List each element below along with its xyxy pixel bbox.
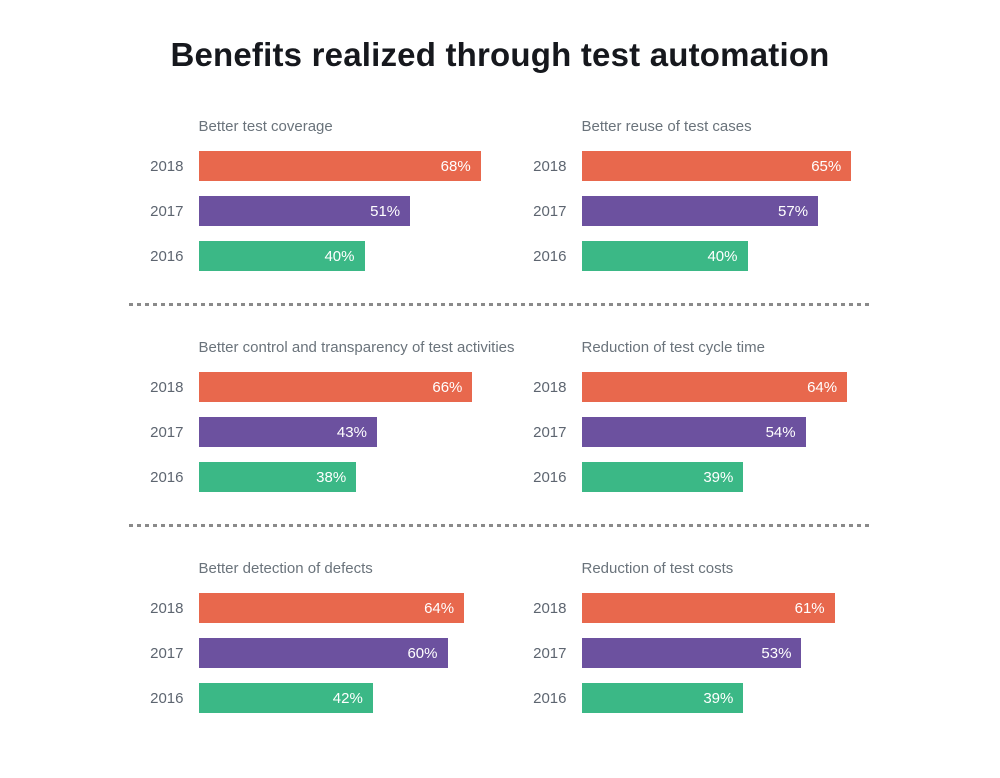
year-label: 2016	[150, 689, 184, 707]
dashed-divider	[128, 524, 872, 527]
bar-2017: 53%	[581, 638, 802, 668]
chart-grid-row-2: Better control and transparency of test …	[129, 339, 872, 507]
bar-2017: 51%	[198, 196, 411, 226]
bar-2018: 66%	[198, 372, 473, 402]
bar-value-label: 60%	[407, 644, 438, 662]
bar-value-label: 39%	[703, 468, 734, 486]
bar-value-label: 68%	[440, 157, 471, 175]
bar-row: 2017 54%	[512, 417, 872, 447]
mini-chart-better-reuse-of-test-cases: Better reuse of test cases 2018 65% 2017…	[512, 118, 872, 286]
bar-value-label: 53%	[761, 644, 792, 662]
bar-row: 2016 40%	[512, 241, 872, 271]
bar-row: 2016 39%	[512, 683, 872, 713]
year-label: 2018	[150, 157, 184, 175]
bar-row: 2018 64%	[512, 372, 872, 402]
chart-title: Better test coverage	[198, 118, 333, 135]
bar-value-label: 64%	[807, 378, 838, 396]
bar-row: 2018 64%	[129, 593, 489, 623]
year-label: 2016	[150, 247, 184, 265]
bar-value-label: 39%	[703, 689, 734, 707]
year-label: 2018	[533, 599, 567, 617]
year-label: 2017	[533, 644, 567, 662]
chart-title: Better detection of defects	[198, 560, 373, 577]
chart-title: Better control and transparency of test …	[198, 339, 515, 356]
bar-value-label: 43%	[336, 423, 367, 441]
bar-value-label: 51%	[370, 202, 401, 220]
year-label: 2016	[533, 689, 567, 707]
bar-row: 2017 57%	[512, 196, 872, 226]
year-label: 2018	[533, 157, 567, 175]
bar-row: 2017 60%	[129, 638, 489, 668]
year-label: 2017	[150, 202, 184, 220]
bar-row: 2017 53%	[512, 638, 872, 668]
dashed-divider	[128, 303, 872, 306]
bar-value-label: 40%	[707, 247, 738, 265]
bar-value-label: 64%	[424, 599, 455, 617]
bar-2017: 60%	[198, 638, 448, 668]
bar-row: 2016 39%	[512, 462, 872, 492]
chart-grid-row-1: Better test coverage 2018 68% 2017 51% 2…	[129, 118, 872, 286]
bar-value-label: 61%	[794, 599, 825, 617]
year-label: 2018	[150, 599, 184, 617]
bar-row: 2017 51%	[129, 196, 489, 226]
bar-2016: 39%	[581, 462, 744, 492]
charts-grid: Better test coverage 2018 68% 2017 51% 2…	[128, 118, 872, 728]
chart-grid-row-3: Better detection of defects 2018 64% 201…	[129, 560, 872, 728]
bar-2016: 40%	[198, 241, 365, 271]
bar-value-label: 57%	[778, 202, 809, 220]
bar-value-label: 42%	[332, 689, 363, 707]
bar-row: 2018 68%	[129, 151, 489, 181]
bar-row: 2016 38%	[129, 462, 489, 492]
bar-value-label: 65%	[811, 157, 842, 175]
bar-row: 2018 66%	[129, 372, 489, 402]
chart-title: Reduction of test costs	[581, 560, 734, 577]
bar-2018: 61%	[581, 593, 835, 623]
chart-title: Better reuse of test cases	[581, 118, 752, 135]
bar-row: 2018 65%	[512, 151, 872, 181]
bar-2016: 42%	[198, 683, 373, 713]
year-label: 2018	[533, 378, 567, 396]
bar-value-label: 40%	[324, 247, 355, 265]
bar-2016: 40%	[581, 241, 748, 271]
year-label: 2016	[533, 468, 567, 486]
year-label: 2018	[150, 378, 184, 396]
year-label: 2016	[533, 247, 567, 265]
chart-title: Reduction of test cycle time	[581, 339, 765, 356]
bar-value-label: 54%	[765, 423, 796, 441]
bar-2018: 64%	[581, 372, 848, 402]
mini-chart-better-control-and-transparency: Better control and transparency of test …	[129, 339, 515, 507]
bar-row: 2016 40%	[129, 241, 489, 271]
bar-value-label: 66%	[432, 378, 463, 396]
bar-2016: 38%	[198, 462, 357, 492]
bar-value-label: 38%	[316, 468, 347, 486]
mini-chart-better-detection-of-defects: Better detection of defects 2018 64% 201…	[129, 560, 489, 728]
mini-chart-reduction-of-test-costs: Reduction of test costs 2018 61% 2017 53…	[512, 560, 872, 728]
bar-2018: 65%	[581, 151, 852, 181]
page-title: Benefits realized through test automatio…	[170, 36, 830, 73]
bar-2018: 68%	[198, 151, 481, 181]
bar-2017: 54%	[581, 417, 806, 447]
bar-row: 2016 42%	[129, 683, 489, 713]
mini-chart-better-test-coverage: Better test coverage 2018 68% 2017 51% 2…	[129, 118, 489, 286]
year-label: 2017	[533, 423, 567, 441]
bar-2017: 43%	[198, 417, 377, 447]
mini-chart-reduction-of-test-cycle-time: Reduction of test cycle time 2018 64% 20…	[512, 339, 872, 507]
bar-2017: 57%	[581, 196, 819, 226]
year-label: 2017	[533, 202, 567, 220]
year-label: 2017	[150, 644, 184, 662]
bar-row: 2018 61%	[512, 593, 872, 623]
year-label: 2016	[150, 468, 184, 486]
bar-row: 2017 43%	[129, 417, 489, 447]
bar-2018: 64%	[198, 593, 465, 623]
year-label: 2017	[150, 423, 184, 441]
bar-2016: 39%	[581, 683, 744, 713]
